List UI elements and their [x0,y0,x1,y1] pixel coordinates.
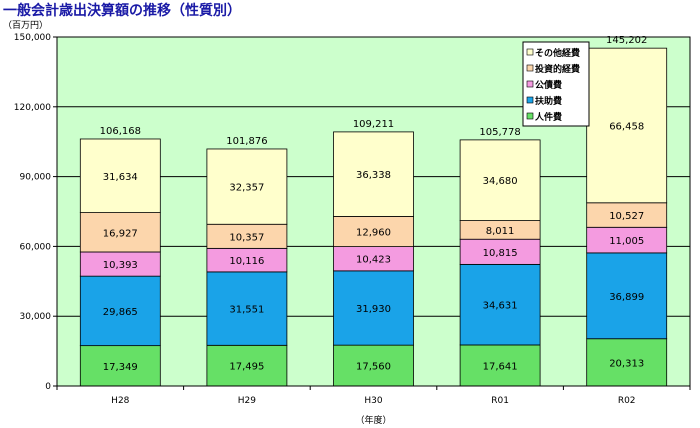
x-tick-label: H30 [364,396,382,406]
y-tick-label: 30,000 [20,312,52,322]
legend-entry: その他経費 [535,47,580,59]
total-label: 101,876 [226,136,267,147]
x-axis-label: （年度） [355,414,391,426]
bars: 17,349 29,865 10,393 16,927 31,634 106,168 17,… [79,35,668,387]
legend-swatch [526,96,534,104]
unit-label: （百万円） [3,20,48,31]
y-tick-label: 150,000 [14,33,51,43]
data-label: 10,393 [103,260,138,271]
data-label: 36,899 [609,292,644,303]
bar-segment [79,138,161,213]
y-tick-label: 0 [45,382,51,392]
x-tick-label: H28 [111,396,129,406]
legend-entry: 投資的経費 [535,63,580,75]
bar-segment [79,212,161,253]
chart-title: 一般会計歳出決算額の推移（性質別） [3,2,241,19]
x-tick-label: H29 [238,396,256,406]
data-label: 17,560 [356,362,391,373]
total-label: 109,211 [353,119,394,130]
legend-swatch [526,80,534,88]
total-label: 106,168 [100,126,141,137]
bar-segment [586,338,668,387]
x-tick-label: R01 [491,396,509,406]
data-label: 31,634 [103,172,138,183]
data-label: 12,960 [356,228,391,239]
data-label: 32,357 [229,183,264,194]
data-label: 31,930 [356,304,391,315]
data-label: 16,927 [103,228,138,239]
total-label: 105,778 [479,127,520,138]
data-label: 10,815 [483,248,518,259]
bar-segment [333,344,414,387]
legend-swatch [526,112,534,120]
y-tick-label: 60,000 [20,242,52,252]
bar-segment [206,223,288,249]
bar-segment [79,275,161,347]
legend-entry: 公債費 [535,79,562,91]
data-label: 20,313 [609,358,644,369]
bar-segment [459,263,541,346]
data-label: 10,357 [229,232,264,243]
data-label: 11,005 [609,236,644,247]
legend-entry: 人件費 [534,111,562,123]
legend-entry: 扶助費 [535,95,562,107]
data-label: 31,551 [229,305,264,316]
data-label: 10,527 [609,211,644,222]
data-label: 10,423 [356,255,391,266]
data-label: 36,338 [356,170,391,181]
bar-segment [333,270,414,346]
data-label: 34,631 [483,301,518,312]
bar-segment [333,131,414,217]
y-tick-label: 120,000 [14,103,51,113]
data-label: 29,865 [103,307,138,318]
data-label: 8,011 [486,226,515,237]
bar-segment [333,216,414,248]
x-tick-label: R02 [618,396,636,406]
total-label: 145,202 [606,35,647,46]
bar-segment [206,344,288,387]
y-axis: 0 30,000 60,000 90,000 120,000 150,000 [14,33,58,392]
y-tick-label: 90,000 [20,173,52,183]
data-label: 17,349 [103,362,138,373]
legend-swatch [526,48,534,56]
x-axis: H28 H29 H30 R01 R02 [56,385,691,406]
data-label: 17,641 [483,361,518,372]
bar-segment [586,202,668,228]
bar-segment [459,139,541,221]
data-label: 34,680 [483,176,518,187]
bar-segment [206,148,288,225]
bar-segment [206,271,288,346]
data-label: 10,116 [229,256,264,267]
bar-segment [586,252,668,340]
bar-segment [79,345,161,387]
data-label: 66,458 [609,121,644,132]
legend-swatch [526,64,534,72]
bar-segment [586,226,668,254]
legend-box [522,41,590,127]
bar-segment [79,251,161,277]
data-label: 17,495 [229,362,264,373]
bar-segment [459,344,541,387]
